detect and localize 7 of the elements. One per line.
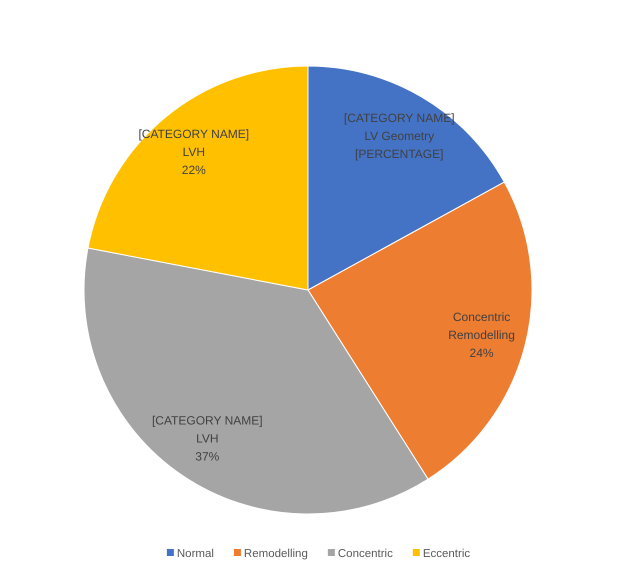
legend-label: Eccentric (422, 548, 470, 560)
data-label: Concentric Remodelling 24% (448, 310, 515, 360)
legend-label: Normal (176, 548, 214, 560)
data-label: [CATEGORY NAME] LVH 37% (152, 413, 263, 464)
legend-label: Concentric (338, 548, 394, 560)
legend-label: Remodelling (244, 548, 308, 560)
data-label: [CATEGORY NAME] LV Geometry [PERCENTAGE] (344, 110, 455, 161)
